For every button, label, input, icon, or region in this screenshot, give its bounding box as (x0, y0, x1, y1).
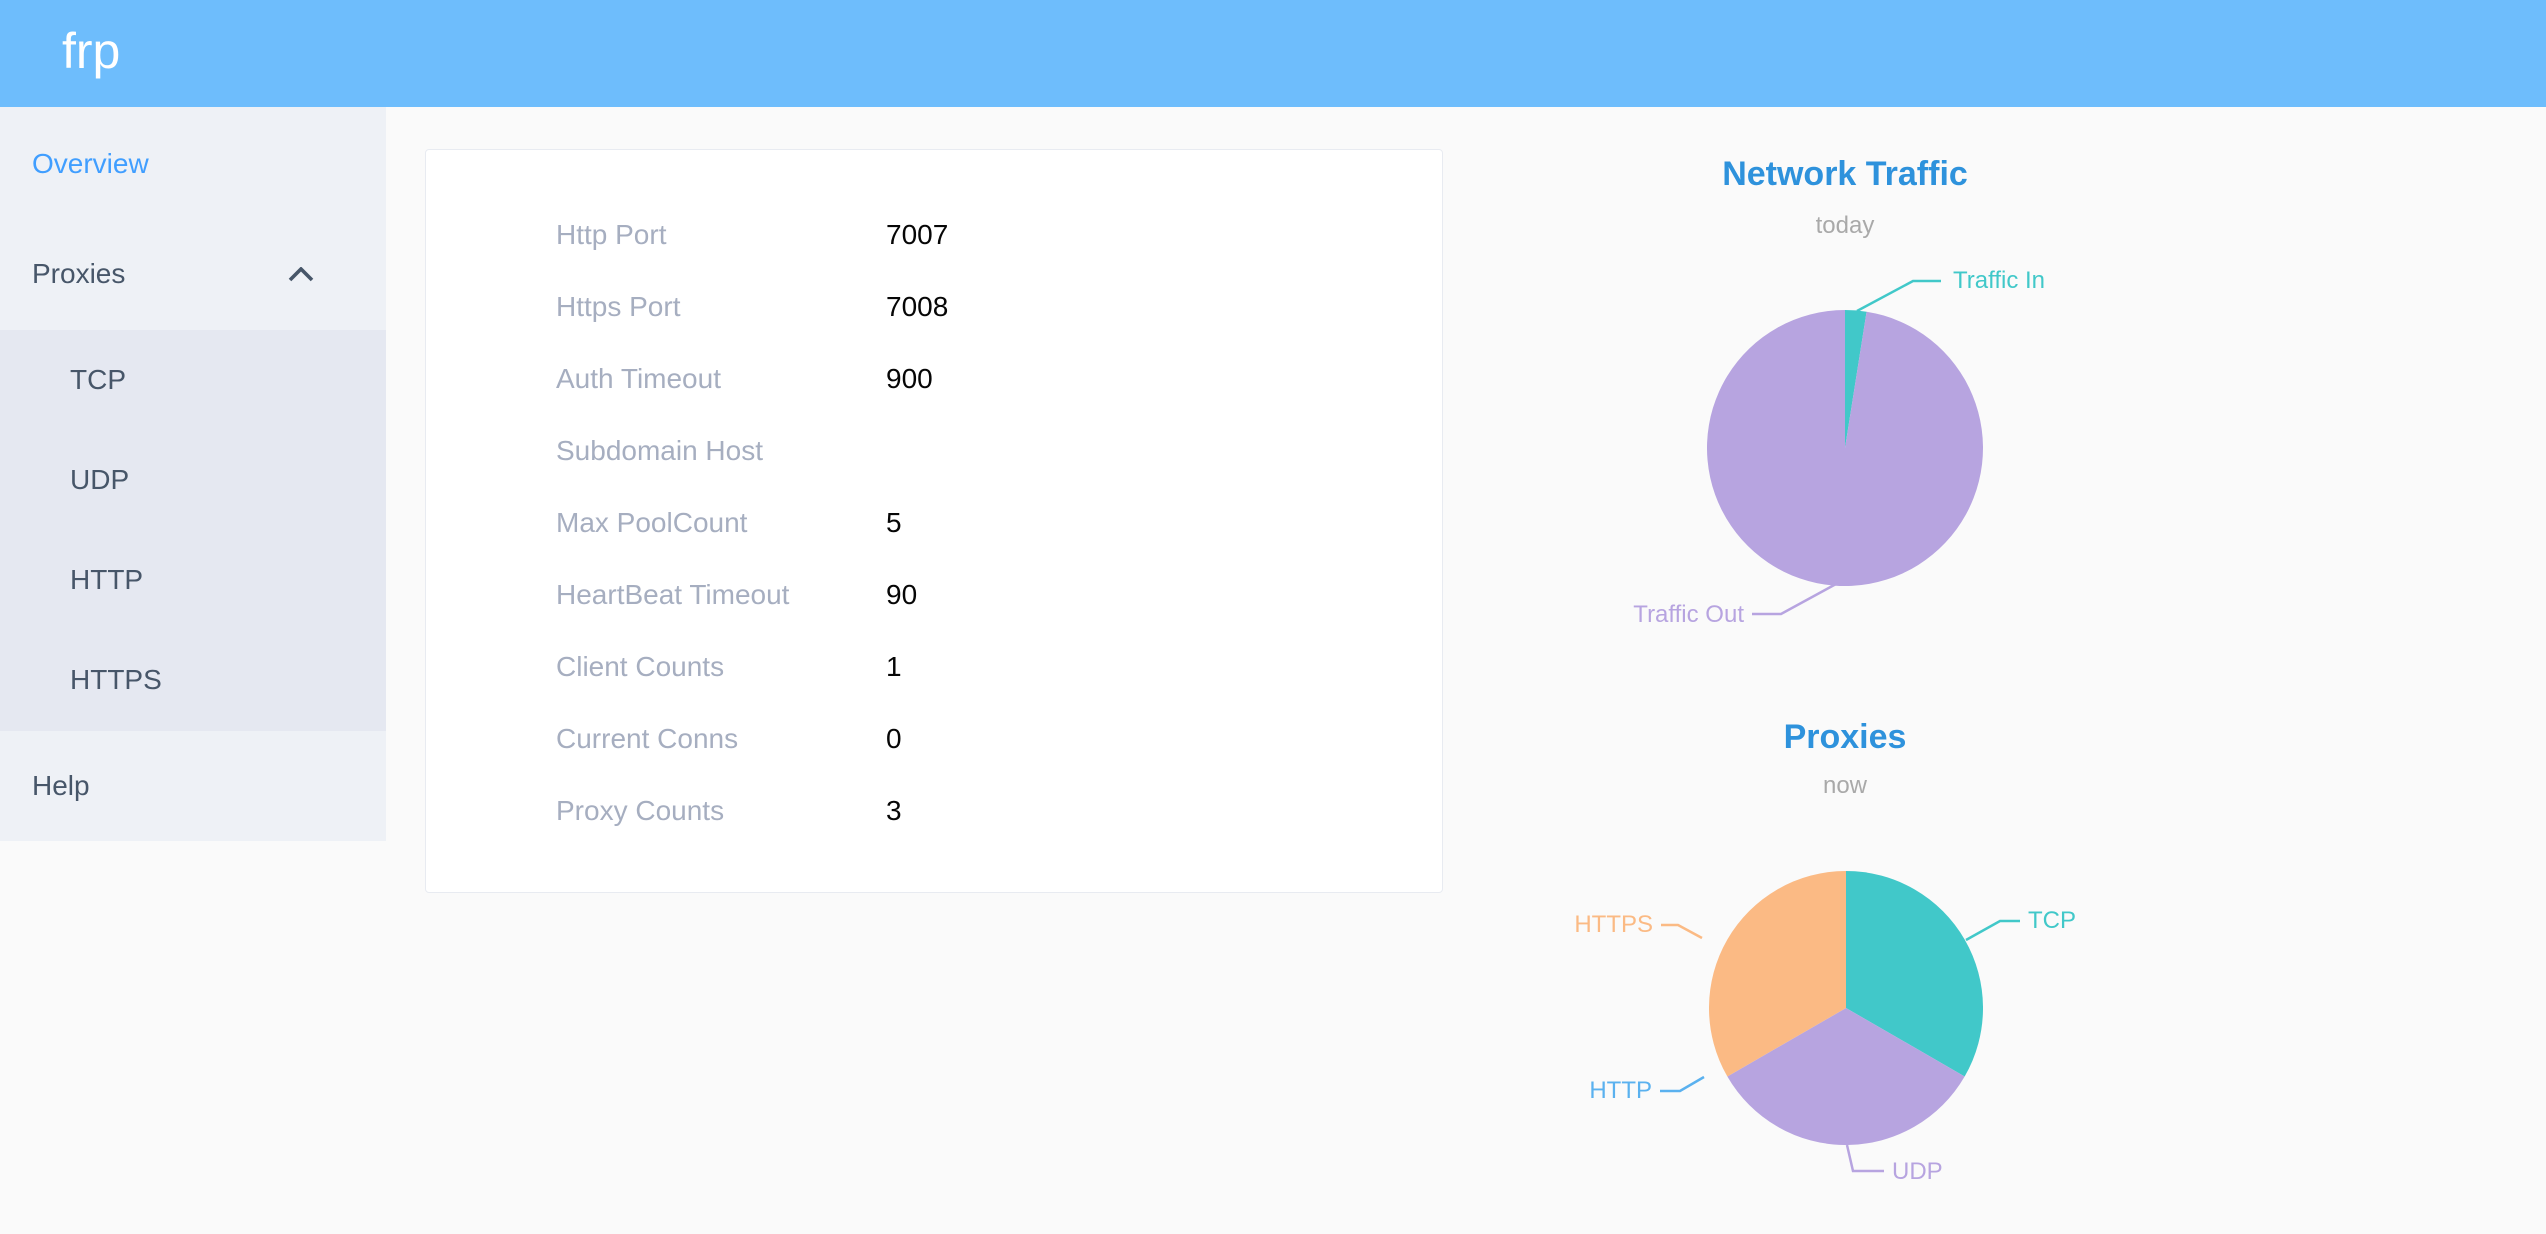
pie-label-traffic-out: Traffic Out (1633, 601, 1744, 628)
info-label: HeartBeat Timeout (556, 579, 790, 610)
proxies-pie-chart[interactable] (1709, 871, 1983, 1145)
pie-label-http: HTTP (1589, 1077, 1652, 1104)
label-line-http (1660, 1075, 1705, 1093)
pie-label-tcp: TCP (2028, 907, 2076, 934)
chevron-up-icon (288, 267, 314, 282)
sidebar-item-label: Overview (32, 148, 149, 179)
info-value: 0 (886, 723, 902, 754)
info-row-https-port: Https Port 7008 (426, 291, 1442, 323)
pie-slice-traffic-in[interactable] (1845, 310, 1867, 448)
label-line-udp (1845, 1144, 1884, 1173)
app-header: frp (0, 0, 2546, 107)
proxies-submenu: TCP UDP HTTP HTTPS (0, 330, 386, 731)
info-value: 3 (886, 795, 902, 826)
sidebar-item-proxies[interactable]: Proxies (0, 219, 386, 329)
pie-label-https: HTTPS (1574, 911, 1653, 938)
info-label: Current Conns (556, 723, 739, 754)
sidebar-item-tcp[interactable]: TCP (70, 364, 126, 395)
info-row-proxy-counts: Proxy Counts 3 (426, 795, 1442, 827)
info-label: Auth Timeout (556, 363, 721, 394)
info-label: Https Port (556, 291, 681, 322)
proxies-subtitle: now (1822, 772, 1868, 799)
pie-label-udp: UDP (1892, 1158, 1943, 1185)
info-row-client-counts: Client Counts 1 (426, 651, 1442, 683)
info-value: 90 (886, 579, 918, 610)
label-line-traffic-out (1752, 582, 1837, 616)
info-value: 1 (886, 651, 902, 682)
network-traffic-title: Network Traffic (1722, 155, 1968, 193)
info-value: 900 (886, 363, 933, 394)
sidebar-item-https[interactable]: HTTPS (70, 664, 162, 695)
sidebar-item-overview[interactable]: Overview (0, 109, 386, 219)
pie-slice-traffic-out[interactable] (1707, 310, 1983, 586)
info-value: 5 (886, 507, 902, 538)
sidebar-item-udp[interactable]: UDP (70, 464, 130, 495)
sidebar: Overview Proxies TCP UDP HTTP HTTPS Help (0, 107, 386, 841)
info-row-heartbeat-timeout: HeartBeat Timeout 90 (426, 579, 1442, 611)
sidebar-item-label: Proxies (32, 258, 126, 289)
app-logo: frp (62, 23, 121, 79)
info-label: Proxy Counts (556, 795, 725, 826)
sidebar-item-label: Help (32, 770, 90, 801)
info-value: 7007 (886, 219, 949, 250)
info-label: Subdomain Host (556, 435, 764, 466)
pie-slice-udp[interactable] (1727, 1008, 1965, 1145)
info-row-subdomain-host: Subdomain Host (426, 435, 1442, 467)
info-row-max-poolcount: Max PoolCount 5 (426, 507, 1442, 539)
info-row-http-port: Http Port 7007 (426, 219, 1442, 251)
pie-label-traffic-in: Traffic In (1953, 267, 2046, 294)
pie-slice-tcp[interactable] (1846, 871, 1983, 1077)
info-label: Max PoolCount (556, 507, 748, 538)
info-label: Client Counts (556, 651, 725, 682)
info-value: 7008 (886, 291, 949, 322)
server-info-card: Http Port 7007 Https Port 7008 Auth Time… (425, 149, 1443, 893)
pie-slice-https[interactable] (1709, 871, 1846, 1077)
network-traffic-subtitle: today (1815, 212, 1875, 239)
label-line-https (1661, 923, 1703, 940)
sidebar-item-http[interactable]: HTTP (70, 564, 144, 595)
network-traffic-pie-chart[interactable] (1707, 310, 1983, 586)
proxies-title: Proxies (1783, 718, 1907, 756)
info-row-auth-timeout: Auth Timeout 900 (426, 363, 1442, 395)
info-row-current-conns: Current Conns 0 (426, 723, 1442, 755)
info-label: Http Port (556, 219, 667, 250)
sidebar-item-help[interactable]: Help (0, 731, 386, 841)
label-line-traffic-in (1856, 279, 1941, 313)
